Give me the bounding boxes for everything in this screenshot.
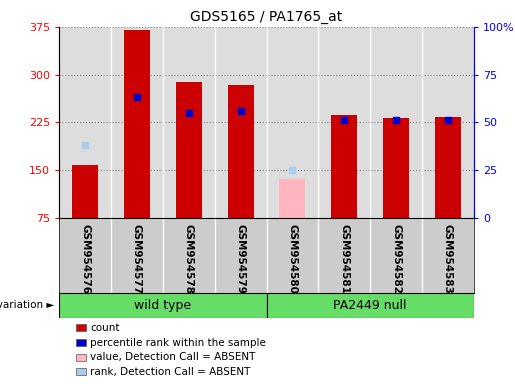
Text: GSM954579: GSM954579 [235,223,246,293]
Bar [72,165,98,218]
Text: GSM954576: GSM954576 [80,223,90,294]
Text: PA2449 null: PA2449 null [333,299,407,312]
Text: rank, Detection Call = ABSENT: rank, Detection Call = ABSENT [90,367,251,377]
Bar [76,354,86,361]
Bar [280,179,305,218]
Text: value, Detection Call = ABSENT: value, Detection Call = ABSENT [90,352,255,362]
Bar [76,339,86,346]
Text: wild type: wild type [134,299,192,312]
Text: GSM954577: GSM954577 [132,223,142,294]
Point [288,167,297,173]
Bar [383,118,409,218]
Text: count: count [90,323,120,333]
Text: GSM954582: GSM954582 [391,223,401,293]
Bar [176,82,202,218]
Bar [435,116,461,218]
Text: GSM954581: GSM954581 [339,223,349,293]
Bar [331,114,357,218]
Bar [76,368,86,375]
Text: percentile rank within the sample: percentile rank within the sample [90,338,266,348]
Point [392,117,400,123]
Point [133,94,141,101]
Text: GSM954583: GSM954583 [443,223,453,293]
Point [81,142,89,148]
Point [236,108,245,114]
Bar [76,324,86,331]
Title: GDS5165 / PA1765_at: GDS5165 / PA1765_at [191,10,342,25]
Text: genotype/variation ►: genotype/variation ► [0,300,54,311]
Point [185,110,193,116]
Text: GSM954580: GSM954580 [287,223,298,293]
Bar [59,293,267,318]
Bar [267,293,474,318]
Text: GSM954578: GSM954578 [184,223,194,294]
Bar [228,85,253,218]
Point [340,117,348,123]
Bar [124,30,150,218]
Point [444,117,452,123]
